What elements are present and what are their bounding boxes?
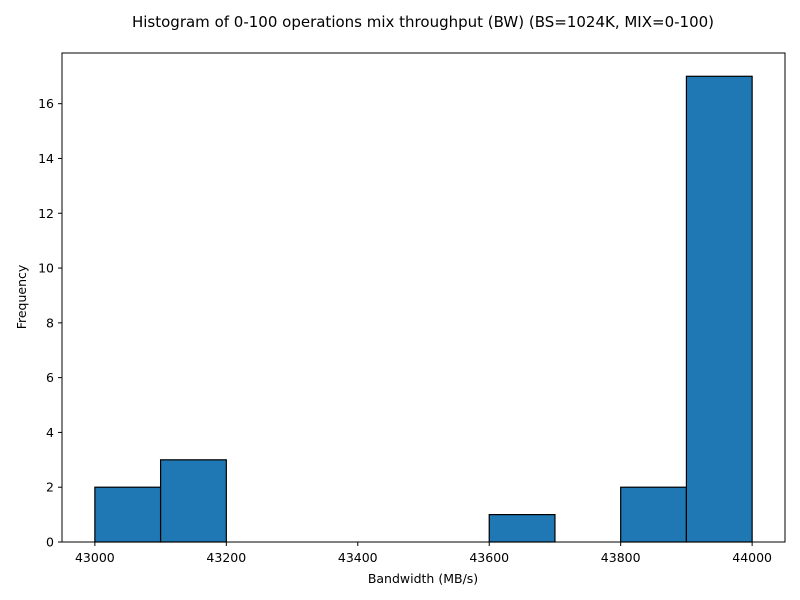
y-tick-label: 4 (46, 425, 54, 440)
bars-group (94, 75, 753, 543)
y-tick-label: 12 (38, 206, 54, 221)
x-tick-label: 43800 (601, 550, 641, 565)
y-tick-label: 14 (38, 151, 54, 166)
x-axis-ticks: 43000 43200 43400 43600 43800 44000 (75, 542, 772, 565)
chart-title: Histogram of 0-100 operations mix throug… (132, 13, 714, 31)
x-tick-label: 43000 (75, 550, 115, 565)
y-axis-label: Frequency (14, 264, 29, 329)
y-tick-label: 16 (38, 96, 54, 111)
y-axis-ticks: 0 2 4 6 8 10 12 14 16 (38, 96, 62, 550)
x-tick-label: 43400 (338, 550, 378, 565)
y-tick-label: 10 (38, 261, 54, 276)
x-tick-label: 43200 (206, 550, 246, 565)
y-tick-label: 0 (46, 535, 54, 550)
x-axis-label: Bandwidth (MB/s) (368, 571, 478, 586)
histogram-bar (620, 486, 688, 543)
x-tick-label: 44000 (732, 550, 772, 565)
y-tick-label: 6 (46, 370, 54, 385)
histogram-bar (159, 459, 227, 543)
histogram-bar (685, 75, 753, 543)
plot-frame (61, 52, 786, 543)
histogram-bar (94, 486, 162, 543)
x-tick-label: 43600 (469, 550, 509, 565)
y-tick-label: 2 (46, 480, 54, 495)
y-tick-label: 8 (46, 315, 54, 330)
histogram-bar (488, 514, 556, 543)
